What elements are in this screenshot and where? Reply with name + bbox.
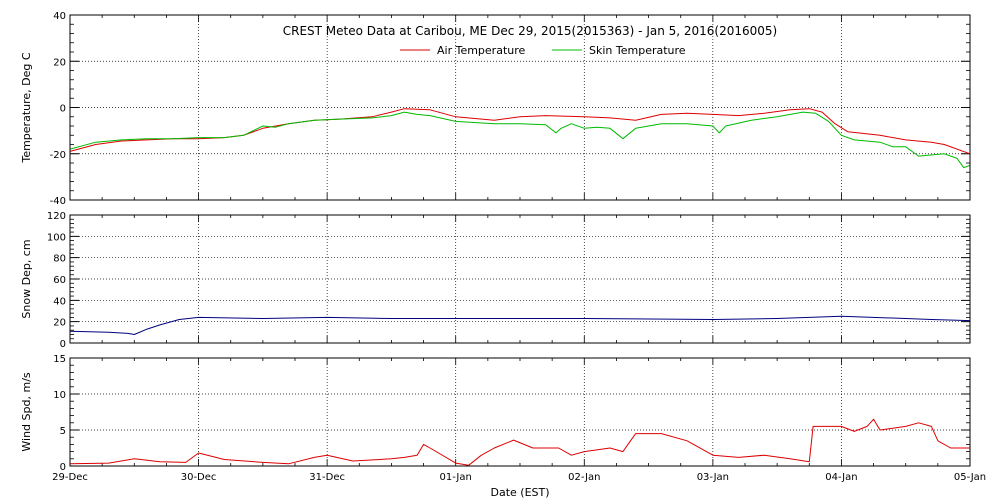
x-axis-title: Date (EST) bbox=[490, 486, 549, 499]
x-tick-label: 03-Jan bbox=[697, 472, 729, 483]
temperature-y-axis-title: Temperature, Deg C bbox=[20, 52, 33, 163]
x-tick-label: 04-Jan bbox=[825, 472, 857, 483]
snow-depth-ytick-label: 60 bbox=[53, 275, 66, 286]
legend: Air Temperature Skin Temperature bbox=[400, 44, 686, 57]
snow-depth-ytick-label: 20 bbox=[53, 318, 66, 329]
temperature-series-line-1 bbox=[69, 111, 971, 169]
snow-depth-ytick-label: 80 bbox=[53, 254, 66, 265]
snow-depth-series-line-0 bbox=[69, 315, 971, 335]
wind-speed-ytick-label: 5 bbox=[60, 426, 66, 437]
wind-speed-panel: 0 5 10 15 Wind Spd, m/s bbox=[20, 354, 971, 473]
x-tick-label: 01-Jan bbox=[440, 472, 472, 483]
temperature-frame bbox=[69, 14, 971, 201]
x-tick-label: 29-Dec bbox=[52, 472, 88, 483]
legend-label-air: Air Temperature bbox=[437, 44, 526, 57]
wind-speed-ytick-label: 15 bbox=[53, 354, 66, 365]
snow-depth-panel: 0 20 40 60 80 100 120 Snow Dep, cm bbox=[20, 211, 971, 350]
x-tick-label: 05-Jan bbox=[954, 472, 986, 483]
temperature-panel: -40 -20 0 20 40 Temperature, Deg C bbox=[20, 11, 971, 207]
snow-depth-y-axis-title: Snow Dep, cm bbox=[20, 239, 33, 318]
temperature-ytick-label: -40 bbox=[50, 196, 66, 207]
snow-depth-ytick-label: 0 bbox=[60, 339, 66, 350]
temperature-ytick-label: 0 bbox=[60, 104, 66, 115]
temperature-series-line-0 bbox=[69, 108, 971, 155]
snow-depth-frame bbox=[69, 214, 971, 344]
x-tick-label: 30-Dec bbox=[181, 472, 217, 483]
temperature-ytick-label: 20 bbox=[53, 57, 66, 68]
temperature-ytick-label: 40 bbox=[53, 11, 66, 22]
snow-depth-ytick-label: 40 bbox=[53, 296, 66, 307]
wind-speed-series-line-0 bbox=[69, 418, 970, 466]
snow-depth-ytick-label: 120 bbox=[47, 211, 66, 222]
wind-speed-frame bbox=[69, 357, 971, 467]
legend-label-skin: Skin Temperature bbox=[589, 44, 686, 57]
x-tick-label: 31-Dec bbox=[309, 472, 345, 483]
temperature-ytick-label: -20 bbox=[50, 150, 66, 161]
wind-speed-ytick-label: 10 bbox=[53, 390, 66, 401]
snow-depth-ytick-label: 100 bbox=[47, 232, 66, 243]
chart-title: CREST Meteo Data at Caribou, ME Dec 29, … bbox=[283, 24, 777, 38]
wind-speed-y-axis-title: Wind Spd, m/s bbox=[20, 372, 33, 452]
x-tick-label: 02-Jan bbox=[568, 472, 600, 483]
wind-speed-ytick-label: 0 bbox=[60, 462, 66, 473]
